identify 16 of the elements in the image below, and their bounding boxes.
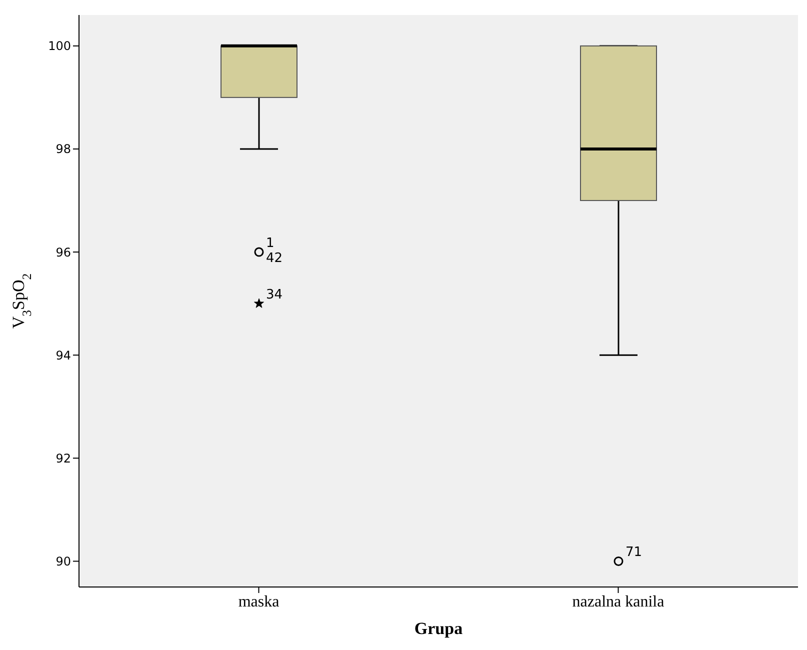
x-tick-label: nazalna kanila	[572, 593, 664, 610]
x-tick-label: maska	[238, 593, 280, 610]
annotation: 1	[266, 236, 274, 252]
y-tick-label: 90	[56, 554, 71, 568]
point	[254, 298, 264, 308]
y-tick-label: 98	[56, 142, 71, 156]
y-tick-label: 94	[56, 348, 71, 362]
point	[614, 556, 624, 566]
annotation: 34	[266, 288, 283, 303]
y-tick-label: 96	[56, 245, 71, 260]
point	[254, 247, 264, 257]
annotation: 42	[266, 251, 283, 266]
y-tick-label: 92	[56, 451, 71, 466]
x-axis-title: Grupa	[414, 619, 464, 638]
annotation: 71	[626, 545, 642, 560]
y-tick-label: 100	[48, 39, 71, 54]
